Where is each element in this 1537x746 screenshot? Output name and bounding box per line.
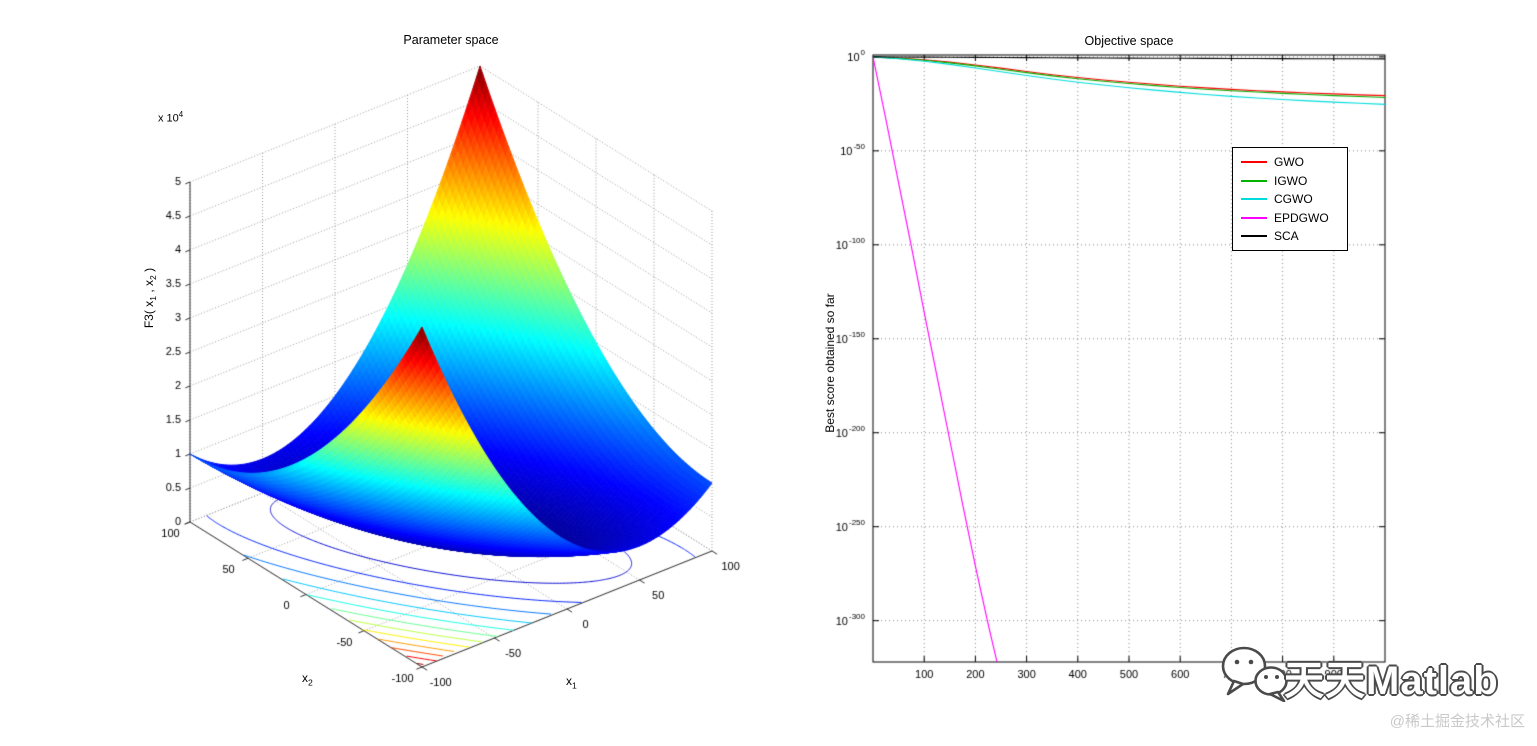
x2-axis-label: x2 [302, 671, 313, 688]
parameter-space-title: Parameter space [403, 33, 499, 47]
legend-label: CGWO [1274, 192, 1313, 207]
best-score-ylabel: Best score obtained so far [823, 293, 837, 433]
legend-item-EPDGWO: EPDGWO [1241, 209, 1341, 228]
legend-line-swatch [1241, 161, 1267, 164]
legend-label: EPDGWO [1274, 210, 1329, 225]
f3-zlabel: F3( x1 , x2 ) [141, 267, 159, 329]
legend-label: SCA [1274, 229, 1299, 244]
legend-item-IGWO: IGWO [1241, 172, 1341, 191]
watermark-community: @稀土掘金技术社区 [1389, 713, 1525, 730]
objective-space-title: Objective space [1084, 34, 1174, 48]
legend-line-swatch [1241, 198, 1267, 201]
legend: GWO IGWO CGWO EPDGWO SCA [1232, 147, 1348, 251]
legend-line-swatch [1241, 235, 1267, 238]
legend-item-GWO: GWO [1241, 153, 1341, 172]
z-scale-exponent-label: x 104 [158, 110, 184, 125]
legend-line-swatch [1241, 216, 1267, 219]
legend-label: GWO [1274, 155, 1304, 170]
legend-line-swatch [1241, 179, 1267, 182]
x1-axis-label: x1 [566, 674, 577, 691]
legend-item-CGWO: CGWO [1241, 190, 1341, 209]
legend-label: IGWO [1274, 173, 1308, 188]
watermark-brand: 天天Matlab [1284, 659, 1499, 703]
wechat-icon [1221, 646, 1288, 702]
legend-item-SCA: SCA [1241, 227, 1341, 246]
